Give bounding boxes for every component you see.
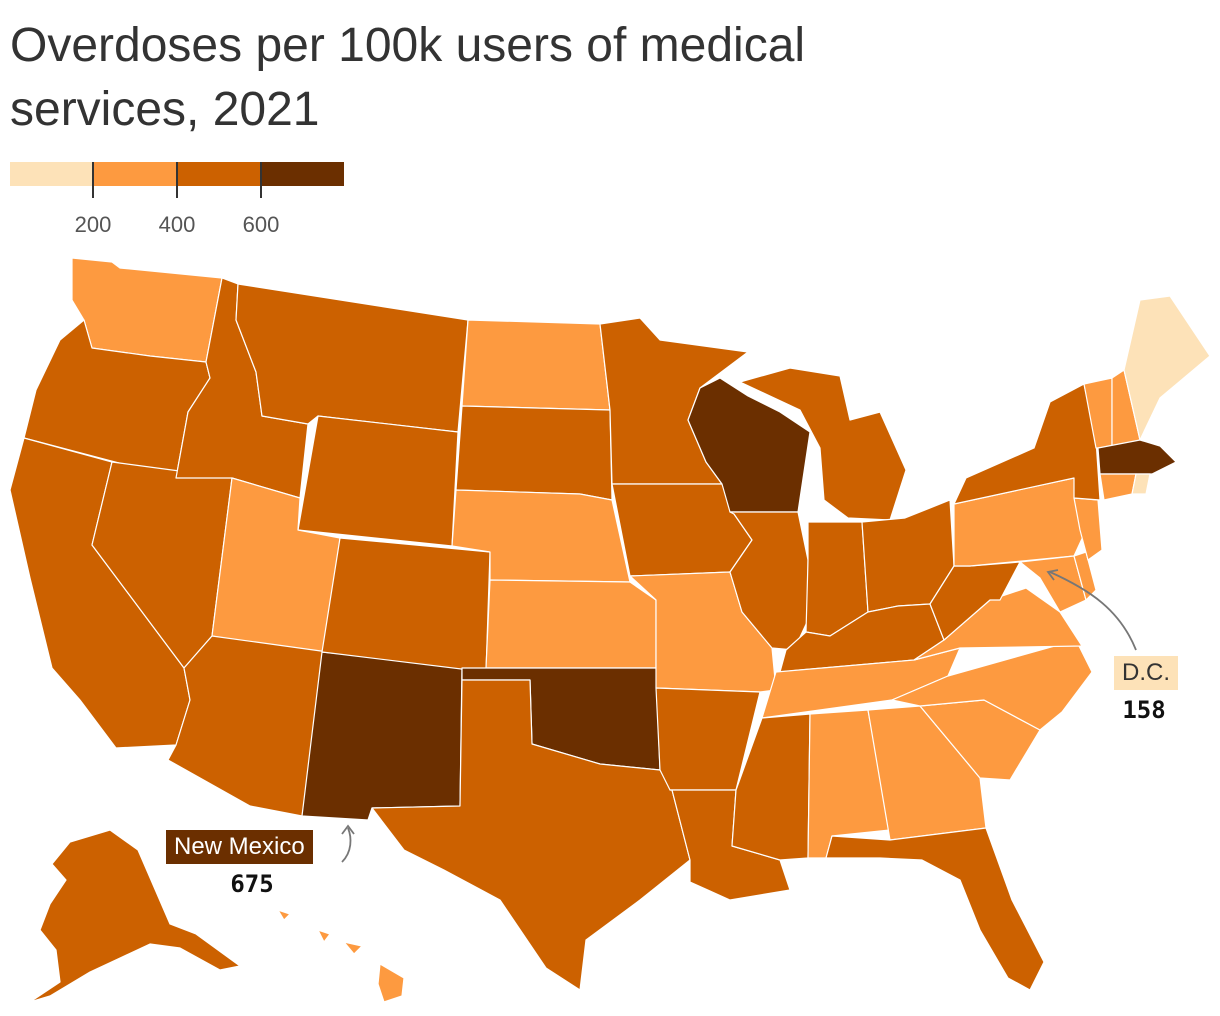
state-connecticut[interactable]	[1099, 473, 1137, 501]
state-north-dakota[interactable]	[461, 319, 611, 411]
dc-arrowhead	[1046, 569, 1059, 581]
state-florida[interactable]	[825, 827, 1045, 991]
new-mexico-callout-value: 675	[230, 870, 274, 898]
state-new-york[interactable]	[953, 383, 1101, 505]
state-texas[interactable]	[371, 679, 691, 991]
legend-swatch-orange	[93, 162, 177, 186]
legend-tick-label-400: 400	[158, 212, 196, 237]
legend-tick-label-200: 200	[74, 212, 112, 237]
state-kansas[interactable]	[485, 579, 657, 669]
state-rhode-island[interactable]	[1131, 473, 1151, 495]
state-michigan[interactable]	[739, 367, 907, 521]
state-washington[interactable]	[71, 257, 223, 363]
state-montana[interactable]	[235, 283, 469, 433]
state-wyoming[interactable]	[297, 415, 459, 547]
new-mexico-callout-label: New Mexico	[166, 830, 313, 864]
legend-swatch-brown	[260, 162, 344, 186]
state-colorado[interactable]	[321, 537, 491, 673]
state-hawaii[interactable]	[277, 909, 405, 1003]
state-georgia[interactable]	[867, 705, 987, 841]
legend-swatch-dark-orange	[177, 162, 261, 186]
dc-callout-value: 158	[1122, 696, 1166, 724]
new-mexico-arrowhead	[341, 824, 355, 835]
new-mexico-callout-arrow	[341, 827, 352, 863]
state-maine[interactable]	[1123, 295, 1211, 441]
state-maryland[interactable]	[1019, 555, 1087, 613]
state-new-mexico[interactable]	[301, 651, 463, 821]
legend-bar	[10, 162, 344, 186]
legend-tick-line-200	[92, 162, 94, 198]
state-north-carolina[interactable]	[891, 639, 1093, 731]
state-illinois[interactable]	[729, 511, 809, 651]
state-alaska[interactable]	[29, 829, 241, 1003]
state-south-dakota[interactable]	[455, 405, 613, 501]
state-arizona[interactable]	[167, 635, 329, 817]
state-delaware[interactable]	[1073, 551, 1097, 601]
legend-tick-line-400	[176, 162, 178, 198]
legend-tick-label-600: 600	[242, 212, 280, 237]
dc-callout-label: D.C.	[1114, 656, 1178, 690]
legend-tick-line-600	[260, 162, 262, 198]
dc-callout-arrow	[1049, 571, 1137, 651]
us-choropleth-map	[9, 257, 1211, 1003]
legend-swatch-light	[10, 162, 94, 186]
map-title: Overdoses per 100k users of medical serv…	[10, 19, 806, 136]
color-legend: 200 400 600	[10, 162, 350, 242]
